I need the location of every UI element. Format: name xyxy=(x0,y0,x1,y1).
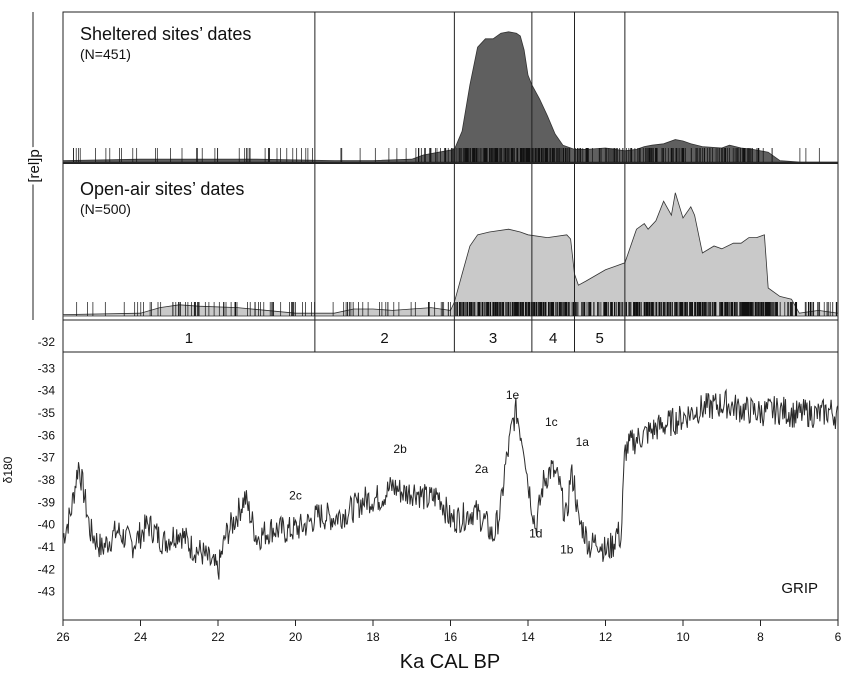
rel-p-axis-label: [rel]p xyxy=(26,149,43,182)
zone-label-4: 4 xyxy=(549,330,557,347)
x-axis-title: Ka CAL BP xyxy=(400,651,500,673)
x-tick-label: 16 xyxy=(444,630,458,644)
annotation-1a: 1a xyxy=(576,435,590,449)
annotation-2a: 2a xyxy=(475,462,489,476)
zone-strip-frame xyxy=(62,319,839,353)
x-tick-label: 24 xyxy=(134,630,148,644)
x-tick-label: 10 xyxy=(676,630,690,644)
zone-label-5: 5 xyxy=(596,330,604,347)
zone-label-2: 2 xyxy=(380,330,388,347)
x-tick-label: 18 xyxy=(366,630,380,644)
x-tick-label: 12 xyxy=(599,630,613,644)
x-tick-label: 22 xyxy=(211,630,225,644)
annotation-2b: 2b xyxy=(393,442,407,456)
grip-panel-frame xyxy=(62,351,839,621)
y-tick-label: -32 xyxy=(38,335,56,349)
y-tick-label: -43 xyxy=(38,585,56,599)
y-tick-label: -37 xyxy=(38,451,56,465)
sheltered-area xyxy=(62,31,838,163)
y-tick-label: -40 xyxy=(38,518,56,532)
y-tick-label: -38 xyxy=(38,473,56,487)
open-air-subtitle: (N=500) xyxy=(80,201,131,217)
annotation-1b: 1b xyxy=(560,542,574,556)
delta-o18-axis-label: δ180 xyxy=(1,456,15,483)
open-air-area xyxy=(62,192,839,317)
grip-isotope-line xyxy=(62,388,839,580)
zone-label-1: 1 xyxy=(185,330,193,347)
y-tick-label: -39 xyxy=(38,495,56,509)
y-tick-label: -36 xyxy=(38,428,56,442)
annotation-1e: 1e xyxy=(506,388,520,402)
x-tick-label: 20 xyxy=(289,630,303,644)
y-tick-label: -35 xyxy=(38,406,56,420)
y-tick-label: -42 xyxy=(38,562,56,576)
annotation-1d: 1d xyxy=(529,527,542,541)
open-air-title: Open-air sites’ dates xyxy=(80,179,244,199)
sheltered-subtitle: (N=451) xyxy=(80,46,131,62)
sheltered-title: Sheltered sites’ dates xyxy=(80,24,251,44)
x-tick-label: 26 xyxy=(56,630,70,644)
x-tick-label: 14 xyxy=(521,630,535,644)
sheltered-date-ticks xyxy=(73,148,820,162)
grip-label: GRIP xyxy=(781,580,818,597)
x-tick-label: 8 xyxy=(757,630,764,644)
y-tick-label: -34 xyxy=(38,384,56,398)
annotation-1c: 1c xyxy=(545,415,558,429)
y-tick-label: -41 xyxy=(38,540,56,554)
y-tick-label: -33 xyxy=(38,361,56,375)
zone-label-3: 3 xyxy=(489,330,497,347)
open-air-date-ticks xyxy=(76,302,838,316)
x-tick-label: 6 xyxy=(835,630,842,644)
annotation-2c: 2c xyxy=(289,489,302,503)
